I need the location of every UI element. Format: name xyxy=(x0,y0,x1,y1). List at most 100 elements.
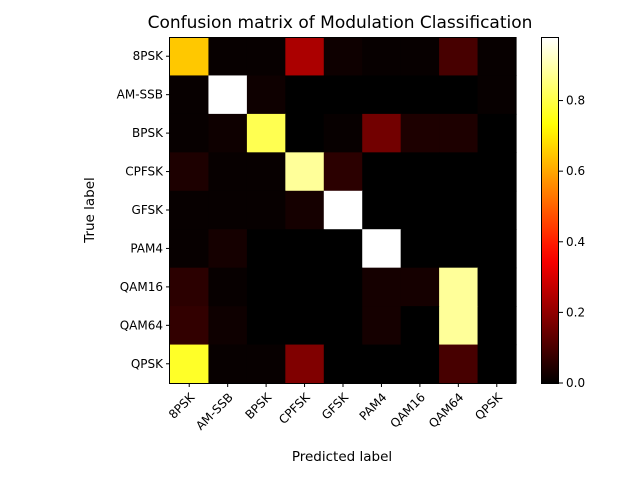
heatmap-cell xyxy=(400,229,440,269)
heatmap-cell xyxy=(285,152,325,192)
colorbar-tick-label: 0.8 xyxy=(566,94,585,108)
y-axis-label: True label xyxy=(82,177,98,244)
heatmap-cell xyxy=(439,113,479,153)
heatmap-cells xyxy=(170,37,517,384)
heatmap-cell xyxy=(477,113,517,153)
heatmap-cell xyxy=(439,344,479,384)
heatmap-cell xyxy=(170,267,210,307)
y-axis-ticks: 8PSK AM-SSB BPSK CPFSK GFSK PAM4 QAM16 QAM64 QPS… xyxy=(117,49,170,371)
heatmap-cell xyxy=(362,306,402,346)
heatmap-cell xyxy=(477,267,517,307)
heatmap-cell xyxy=(323,190,363,230)
heatmap-cell xyxy=(362,190,402,230)
y-tick-label: QAM16 xyxy=(120,280,163,294)
chart-title: Confusion matrix of Modulation Classific… xyxy=(148,13,533,33)
heatmap-cell xyxy=(285,113,325,153)
heatmap-cell xyxy=(285,344,325,384)
heatmap-cell xyxy=(208,152,248,192)
heatmap-cell xyxy=(477,152,517,192)
heatmap-cell xyxy=(400,306,440,346)
heatmap-cell xyxy=(208,344,248,384)
heatmap-cell xyxy=(170,229,210,269)
heatmap-cell xyxy=(285,37,325,77)
heatmap-cell xyxy=(362,344,402,384)
heatmap-cell xyxy=(170,190,210,230)
y-tick-label: AM-SSB xyxy=(117,88,163,102)
heatmap-cell xyxy=(362,152,402,192)
heatmap-cell xyxy=(285,75,325,115)
heatmap-cell xyxy=(208,37,248,77)
heatmap-cell xyxy=(323,37,363,77)
heatmap-cell xyxy=(246,75,286,115)
heatmap-cell xyxy=(400,267,440,307)
x-tick-label: QPSK xyxy=(472,389,505,422)
heatmap-cell xyxy=(246,267,286,307)
heatmap-cell xyxy=(285,267,325,307)
x-tick-label: PAM4 xyxy=(357,390,390,423)
heatmap-cell xyxy=(323,267,363,307)
heatmap-cell xyxy=(323,113,363,153)
x-tick-label: 8PSK xyxy=(166,389,198,421)
heatmap-cell xyxy=(208,229,248,269)
heatmap-cell xyxy=(439,190,479,230)
heatmap-cell xyxy=(439,152,479,192)
heatmap-cell xyxy=(362,75,402,115)
colorbar xyxy=(541,37,559,384)
colorbar-frame xyxy=(541,37,559,384)
x-tick-label: AM-SSB xyxy=(193,390,236,433)
heatmap-cell xyxy=(285,306,325,346)
heatmap-cell xyxy=(477,190,517,230)
colorbar-tick-label: 0.6 xyxy=(566,164,585,178)
heatmap-cell xyxy=(323,306,363,346)
heatmap-cell xyxy=(323,344,363,384)
heatmap-cell xyxy=(439,75,479,115)
x-axis-label: Predicted label xyxy=(292,449,392,465)
heatmap-cell xyxy=(439,37,479,77)
x-tick-label: CPFSK xyxy=(276,389,313,426)
y-tick-label: BPSK xyxy=(132,126,164,140)
heatmap-cell xyxy=(246,344,286,384)
y-tick-label: CPFSK xyxy=(125,165,164,179)
y-tick-label: PAM4 xyxy=(130,241,163,255)
heatmap-cell xyxy=(170,75,210,115)
heatmap-cell xyxy=(439,229,479,269)
colorbar-ticks: 0.0 0.2 0.4 0.6 0.8 xyxy=(559,94,585,390)
heatmap-cell xyxy=(362,229,402,269)
heatmap-cell xyxy=(285,190,325,230)
heatmap-cell xyxy=(400,152,440,192)
y-tick-label: QAM64 xyxy=(120,318,163,332)
heatmap-cell xyxy=(439,267,479,307)
heatmap-cell xyxy=(170,37,210,77)
heatmap-cell xyxy=(323,75,363,115)
heatmap-cell xyxy=(208,75,248,115)
heatmap-cell xyxy=(400,190,440,230)
heatmap-cell xyxy=(208,113,248,153)
heatmap-cell xyxy=(400,113,440,153)
heatmap-cell xyxy=(477,37,517,77)
heatmap-cell xyxy=(362,37,402,77)
heatmap-cell xyxy=(170,113,210,153)
heatmap-cell xyxy=(323,152,363,192)
heatmap-cell xyxy=(362,267,402,307)
heatmap-cell xyxy=(170,306,210,346)
heatmap-cell xyxy=(439,306,479,346)
y-tick-label: QPSK xyxy=(131,357,164,371)
x-tick-label: BPSK xyxy=(242,389,275,422)
heatmap-cell xyxy=(208,267,248,307)
x-tick-label: QAM16 xyxy=(388,390,429,431)
heatmap-cell xyxy=(477,344,517,384)
x-tick-label: GFSK xyxy=(319,389,352,422)
heatmap-cell xyxy=(246,306,286,346)
heatmap-cell xyxy=(400,75,440,115)
heatmap-cell xyxy=(323,229,363,269)
colorbar-tick-label: 0.4 xyxy=(566,235,585,249)
heatmap-cell xyxy=(208,190,248,230)
colorbar-tick-label: 0.0 xyxy=(566,376,585,390)
heatmap-cell xyxy=(477,306,517,346)
heatmap-cell xyxy=(246,229,286,269)
y-tick-label: 8PSK xyxy=(133,49,164,63)
heatmap-cell xyxy=(400,37,440,77)
heatmap-cell xyxy=(362,113,402,153)
heatmap-cell xyxy=(285,229,325,269)
